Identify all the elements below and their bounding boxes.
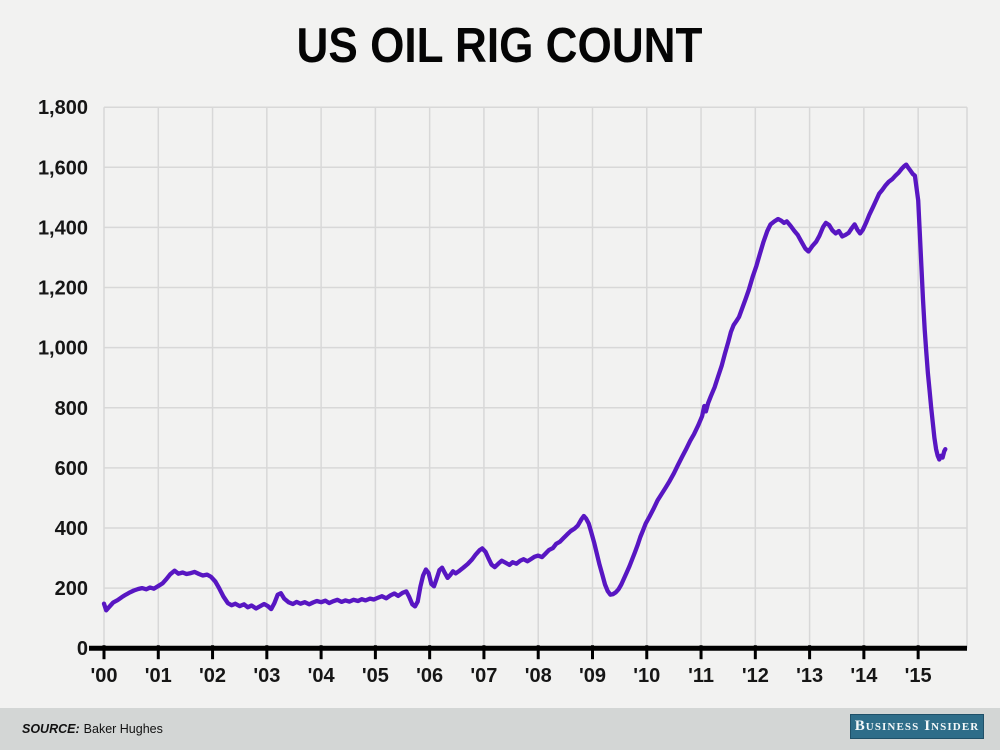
- rig-count-line: [101, 162, 948, 613]
- x-tick-label: '05: [362, 665, 389, 687]
- y-tick-label: 1,600: [38, 157, 88, 179]
- x-tick-label: '07: [470, 665, 497, 687]
- x-tick-label: '00: [90, 665, 117, 687]
- x-tick-label: '12: [742, 665, 769, 687]
- x-tick-label: '13: [796, 665, 823, 687]
- y-tick-label: 600: [55, 458, 88, 480]
- source-label: SOURCE:: [22, 722, 80, 736]
- source-line: SOURCE: Baker Hughes: [22, 708, 163, 750]
- x-tick-label: '10: [633, 665, 660, 687]
- x-tick-label: '06: [416, 665, 443, 687]
- y-tick-label: 1,000: [38, 338, 88, 360]
- y-tick-label: 0: [77, 638, 88, 660]
- y-tick-label: 800: [55, 398, 88, 420]
- brand-logo-text: Business Insider: [854, 718, 980, 734]
- x-tick-label: '09: [579, 665, 606, 687]
- x-tick-label: '04: [308, 665, 336, 687]
- y-tick-label: 400: [55, 518, 88, 540]
- y-tick-label: 1,400: [38, 217, 88, 239]
- x-tick-label: '15: [905, 665, 932, 687]
- y-tick-label: 1,800: [38, 97, 88, 119]
- business-insider-badge: Business Insider: [850, 714, 984, 739]
- x-tick-label: '02: [199, 665, 226, 687]
- x-tick-label: '03: [253, 665, 280, 687]
- y-tick-label: 1,200: [38, 278, 88, 300]
- x-tick-label: '08: [525, 665, 552, 687]
- source-name: Baker Hughes: [83, 722, 163, 736]
- footer-bar: SOURCE: Baker Hughes Business Insider: [0, 708, 1000, 750]
- x-tick-label: '01: [145, 665, 172, 687]
- chart-title: US OIL RIG COUNT: [0, 18, 1000, 74]
- y-tick-label: 200: [55, 578, 88, 600]
- x-tick-label: '11: [688, 665, 714, 687]
- x-tick-label: '14: [850, 665, 878, 687]
- chart-title-text: US OIL RIG COUNT: [297, 19, 703, 73]
